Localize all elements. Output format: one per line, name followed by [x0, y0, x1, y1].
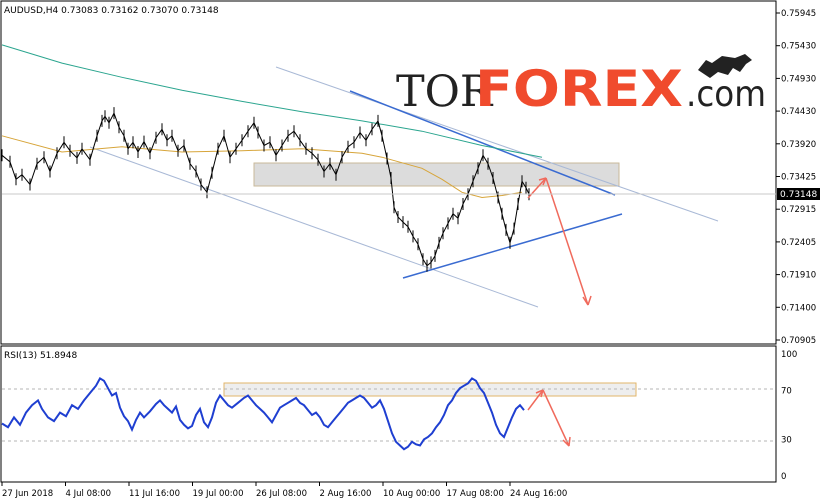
- time-tick-label: 11 Jul 16:00: [129, 489, 180, 499]
- rsi-forecast-up-arrowhead: [535, 389, 544, 398]
- price-tick-label: 0.73425: [781, 173, 816, 183]
- torforex-logo: TOR FOREX .com: [396, 54, 766, 118]
- price-tick-label: 0.74430: [781, 107, 816, 117]
- time-tick-label: 26 Jul 08:00: [256, 489, 307, 499]
- current-price-label: 0.73148: [780, 190, 817, 200]
- price-tick-label: 0.72915: [781, 205, 816, 215]
- price-tick-label: 0.72405: [781, 238, 816, 248]
- forecast-down-arrowhead: [582, 295, 592, 306]
- symbol-header: AUDUSD,H4 0.73083 0.73162 0.73070 0.7314…: [4, 6, 219, 16]
- price-axis: 0.75945 0.75430 0.74930 0.74430 0.73920 0.734…: [776, 9, 816, 346]
- triangle-lower-line: [402, 213, 623, 279]
- price-tick-label: 0.75430: [781, 42, 816, 52]
- channel-lower-line: [89, 146, 539, 308]
- price-tick-label: 0.71400: [781, 303, 816, 313]
- rsi-forecast-down-arrow: [542, 389, 570, 447]
- rsi-tick-label: 0: [781, 472, 786, 482]
- logo-tor: TOR: [396, 67, 494, 117]
- forecast-down-arrow: [545, 177, 589, 306]
- rsi-series: [1, 377, 525, 451]
- rsi-panel: [0, 345, 777, 483]
- time-tick-label: 17 Aug 08:00: [447, 489, 504, 499]
- time-tick-label: 24 Aug 16:00: [510, 489, 567, 499]
- ma-yellow-line: [1, 135, 523, 199]
- forecast-up-arrowhead: [538, 177, 547, 186]
- channel-upper-line: [275, 66, 719, 222]
- price-tick-label: 0.74930: [781, 74, 816, 84]
- rsi-tick-label: 70: [781, 387, 792, 397]
- time-tick-label: 27 Jun 2018: [2, 489, 53, 499]
- current-price-badge: [777, 188, 820, 200]
- time-tick-label: 4 Jul 08:00: [66, 489, 112, 499]
- price-candles: [1, 107, 530, 272]
- logo-dotcom: .com: [686, 74, 766, 115]
- time-tick-label: 10 Aug 00:00: [383, 489, 440, 499]
- rsi-forecast-up-arrow: [527, 389, 544, 411]
- time-axis: 27 Jun 2018 4 Jul 08:00 11 Jul 16:00 19 Jul…: [1, 482, 567, 499]
- ma-teal-line: [1, 44, 543, 158]
- time-tick-label: 2 Aug 16:00: [320, 489, 372, 499]
- rsi-axis: 100 70 30 0: [781, 350, 797, 482]
- rsi-tick-label: 30: [781, 435, 792, 445]
- resistance-zone: [253, 162, 620, 187]
- forecast-up-arrow: [527, 177, 547, 199]
- price-tick-label: 0.71910: [781, 271, 816, 281]
- price-tick-label: 0.73920: [781, 140, 816, 150]
- rsi-forecast-down-arrowhead: [562, 436, 571, 447]
- time-tick-label: 19 Jul 00:00: [193, 489, 244, 499]
- bull-icon: [698, 54, 752, 78]
- logo-forex: FOREX: [475, 60, 683, 118]
- triangle-upper-line: [349, 90, 616, 196]
- rsi-tick-label: 100: [781, 350, 797, 360]
- price-tick-label: 0.70905: [781, 336, 816, 346]
- price-tick-label: 0.75945: [781, 9, 816, 19]
- rsi-header: RSI(13) 51.8948: [4, 351, 77, 361]
